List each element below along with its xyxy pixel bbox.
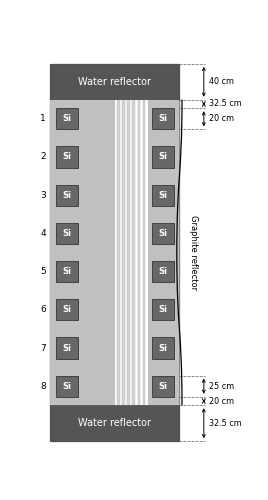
Bar bbox=[152, 300, 174, 320]
Bar bbox=[152, 146, 174, 168]
Text: Si: Si bbox=[63, 382, 72, 390]
Text: 1: 1 bbox=[40, 114, 46, 124]
Bar bbox=[114, 100, 148, 406]
Bar bbox=[152, 338, 174, 358]
Bar bbox=[152, 376, 174, 396]
Bar bbox=[50, 64, 179, 100]
Text: 8: 8 bbox=[40, 382, 46, 390]
Bar bbox=[125, 100, 127, 406]
Bar bbox=[56, 146, 78, 168]
Text: Water reflector: Water reflector bbox=[78, 418, 151, 428]
Bar bbox=[56, 376, 78, 396]
Text: 3: 3 bbox=[40, 190, 46, 200]
Text: Si: Si bbox=[159, 229, 168, 238]
Text: 25 cm: 25 cm bbox=[209, 382, 234, 390]
Bar bbox=[114, 100, 117, 406]
Text: 20 cm: 20 cm bbox=[209, 114, 234, 124]
Bar bbox=[135, 100, 137, 406]
Bar bbox=[127, 100, 130, 406]
Bar bbox=[56, 338, 78, 358]
Text: Si: Si bbox=[63, 190, 72, 200]
Bar bbox=[152, 261, 174, 282]
Text: 7: 7 bbox=[40, 344, 46, 352]
Bar bbox=[132, 100, 135, 406]
Bar bbox=[50, 64, 179, 441]
Bar bbox=[145, 100, 148, 406]
Bar bbox=[56, 300, 78, 320]
Bar bbox=[120, 100, 122, 406]
Text: Graphite reflector: Graphite reflector bbox=[189, 215, 198, 290]
Bar bbox=[152, 184, 174, 206]
Text: Si: Si bbox=[159, 382, 168, 390]
Text: Si: Si bbox=[159, 190, 168, 200]
Text: 32.5 cm: 32.5 cm bbox=[209, 418, 242, 428]
Bar bbox=[56, 223, 78, 244]
Text: 20 cm: 20 cm bbox=[209, 396, 234, 406]
Text: Si: Si bbox=[63, 306, 72, 314]
Text: Si: Si bbox=[63, 152, 72, 162]
Bar bbox=[50, 100, 179, 406]
Text: Si: Si bbox=[63, 114, 72, 124]
Text: 32.5 cm: 32.5 cm bbox=[209, 100, 242, 108]
Text: Si: Si bbox=[159, 152, 168, 162]
Text: 2: 2 bbox=[40, 152, 46, 162]
Bar bbox=[50, 406, 179, 441]
Bar bbox=[152, 223, 174, 244]
Bar bbox=[56, 261, 78, 282]
Text: Si: Si bbox=[159, 114, 168, 124]
Bar bbox=[122, 100, 125, 406]
Bar bbox=[130, 100, 132, 406]
Bar bbox=[143, 100, 145, 406]
Bar bbox=[137, 100, 140, 406]
Text: Si: Si bbox=[63, 229, 72, 238]
Text: Si: Si bbox=[63, 344, 72, 352]
Bar bbox=[56, 108, 78, 130]
Text: Si: Si bbox=[159, 267, 168, 276]
Bar bbox=[56, 184, 78, 206]
Bar bbox=[140, 100, 143, 406]
Text: 6: 6 bbox=[40, 306, 46, 314]
Text: Si: Si bbox=[63, 267, 72, 276]
Bar bbox=[117, 100, 120, 406]
Text: Si: Si bbox=[159, 344, 168, 352]
Text: Si: Si bbox=[159, 306, 168, 314]
Text: 4: 4 bbox=[40, 229, 46, 238]
Text: 40 cm: 40 cm bbox=[209, 78, 234, 86]
Bar bbox=[152, 108, 174, 130]
Text: Water reflector: Water reflector bbox=[78, 77, 151, 87]
Text: 5: 5 bbox=[40, 267, 46, 276]
